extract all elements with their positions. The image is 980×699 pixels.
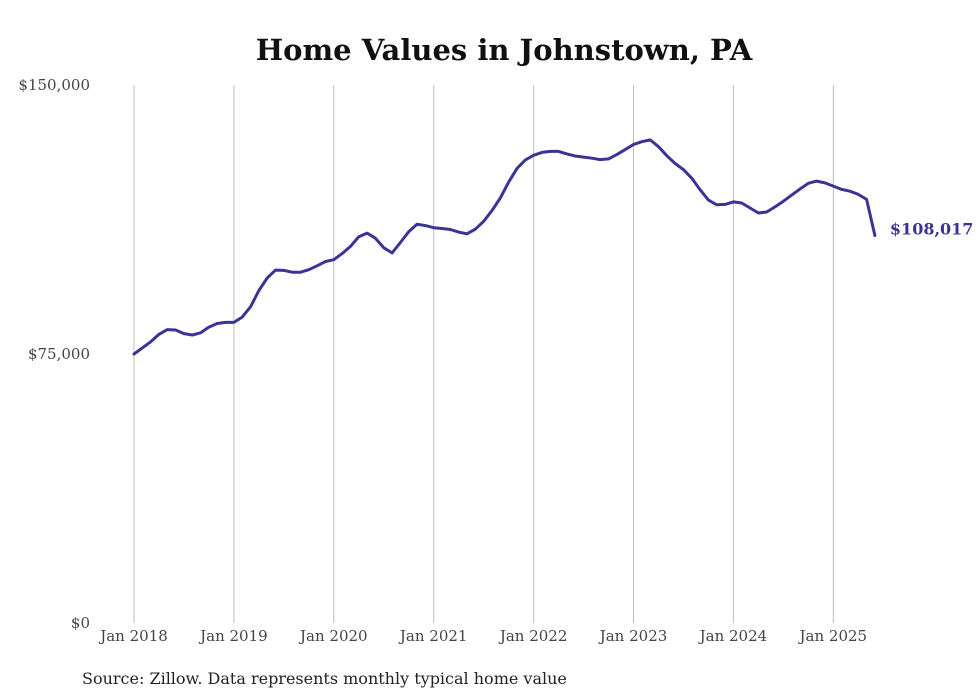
x-tick-label: Jan 2022 <box>498 627 568 645</box>
x-tick-label: Jan 2018 <box>98 627 168 645</box>
y-axis: $0 $75,000 $150,000 <box>18 76 90 632</box>
x-tick-label: Jan 2024 <box>698 627 768 645</box>
x-tick-label: Jan 2019 <box>198 627 268 645</box>
y-tick-label: $75,000 <box>28 345 90 363</box>
x-tick-label: Jan 2020 <box>298 627 368 645</box>
series-line <box>132 138 877 356</box>
series-group <box>132 138 877 356</box>
y-tick-label: $150,000 <box>18 76 90 94</box>
end-value-label: $108,017 <box>890 220 974 239</box>
chart-title: Home Values in Johnstown, PA <box>256 33 753 67</box>
x-axis: Jan 2018 Jan 2019 Jan 2020 Jan 2021 Jan 2022… <box>98 627 867 645</box>
x-tick-label: Jan 2021 <box>398 627 468 645</box>
x-tick-label: Jan 2025 <box>798 627 868 645</box>
x-tick-label: Jan 2023 <box>598 627 668 645</box>
source-note: Source: Zillow. Data represents monthly … <box>82 669 567 688</box>
y-tick-label: $0 <box>71 614 90 632</box>
vertical-gridlines <box>133 85 834 623</box>
